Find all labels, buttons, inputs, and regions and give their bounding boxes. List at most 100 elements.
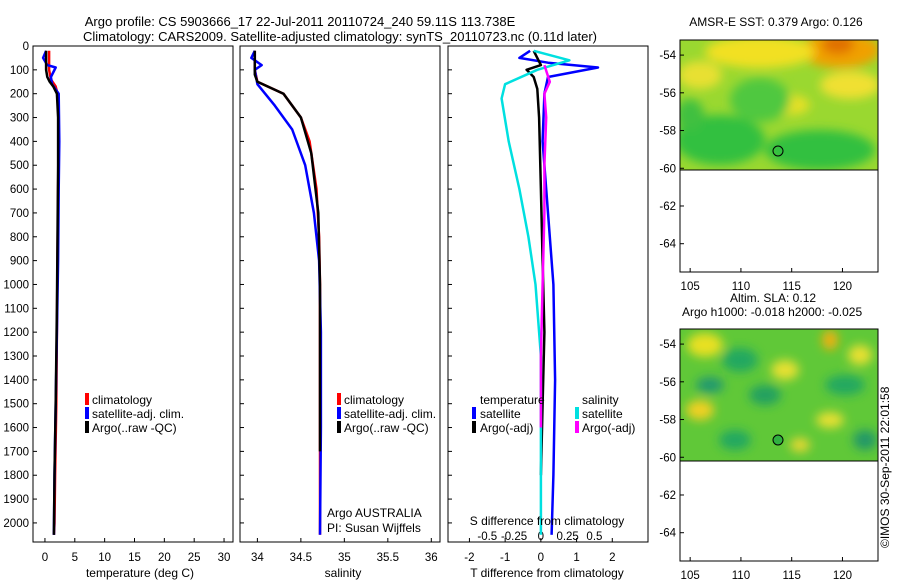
y-tick-label: 500 (10, 160, 29, 172)
series-line-t-satellite (518, 49, 600, 535)
sla-map-title-line2: Argo h1000: -0.018 h2000: -0.025 (682, 305, 862, 319)
temperature-x-label: temperature (deg C) (86, 566, 194, 580)
map-x-tick-label: 115 (783, 281, 801, 293)
legend-swatch-climatology (337, 393, 341, 405)
sla-dark-green-blob (825, 375, 865, 395)
legend-swatch-argo (337, 421, 341, 433)
sla-map-title-line1: Altim. SLA: 0.12 (730, 291, 816, 305)
legend-label-s-argo: Argo(-adj) (582, 421, 635, 435)
x-tick-label: 34.5 (290, 552, 312, 564)
pi-annotation: PI: Susan Wijffels (327, 521, 421, 535)
sst-green-blob (765, 130, 875, 170)
sla-dark-green-blob (853, 430, 877, 450)
legend-swatch-t-satellite (472, 407, 476, 419)
series-line-argo-raw-qc (44, 50, 60, 535)
difference-panel: -2 -1 0 1 2 -0.5 -0.25 0 0.25 0.5 S difference fr… (447, 45, 649, 580)
map-y-tick-label: -62 (659, 201, 676, 213)
map-x-tick-label: 120 (833, 281, 852, 293)
s-difference-label: S difference from climatology (470, 514, 625, 528)
x-tick-label: 25 (188, 552, 201, 564)
sla-map-axes: 105 110 115 120 -54 -56 -58 -60 -62 -64 (659, 339, 852, 580)
map-x-tick-label: 105 (681, 281, 700, 293)
y-tick-label: 900 (10, 256, 29, 268)
map-y-tick-label: -58 (659, 126, 676, 138)
map-y-tick-label: -56 (659, 377, 676, 389)
legend-swatch-satellite (85, 407, 89, 419)
legend-label-t-satellite: satellite (480, 407, 521, 421)
salinity-legend: climatology satellite-adj. clim. Argo(..… (337, 393, 436, 435)
legend-swatch-satellite (337, 407, 341, 419)
y-tick-label: 1000 (3, 279, 29, 291)
sla-no-data (680, 461, 878, 561)
x-tick-label: 2 (609, 552, 615, 564)
legend-label-argo: Argo(..raw -QC) (344, 421, 429, 435)
s-tick-label: -0.25 (501, 531, 527, 543)
sla-yellow-blob (816, 412, 844, 428)
sla-yellow-blob (771, 360, 799, 380)
sst-heatmap (680, 40, 878, 272)
y-tick-label: 400 (10, 136, 29, 148)
x-tick-label: 35.5 (377, 552, 399, 564)
map-x-tick-label: 120 (833, 570, 852, 580)
legend-label-t-argo: Argo(-adj) (480, 421, 533, 435)
sla-map-frame (679, 328, 879, 562)
difference-legend: temperature salinity satellite Argo(-adj… (472, 393, 635, 435)
sla-dark-green-blob (696, 377, 724, 393)
sla-yellow-blob (686, 400, 714, 420)
y-tick-label: 1500 (3, 399, 29, 411)
map-x-tick-label: 105 (681, 570, 700, 580)
y-tick-label: 1600 (3, 423, 29, 435)
sst-yellow-blob (820, 71, 878, 99)
legend-swatch-climatology (85, 393, 89, 405)
sla-orange-blob (822, 330, 838, 350)
series-line-s-argo-adj (539, 64, 552, 428)
legend-title-salinity: salinity (582, 393, 619, 407)
y-tick-label: 1400 (3, 375, 29, 387)
figure-title-line1: Argo profile: CS 5903666_17 22-Jul-2011 … (85, 14, 516, 29)
sla-dark-green-blob (722, 348, 758, 372)
map-y-tick-label: -60 (659, 163, 676, 175)
legend-swatch-s-argo (575, 421, 579, 433)
sst-no-data (680, 170, 878, 272)
sst-argo-marker (772, 145, 784, 157)
map-y-tick-label: -62 (659, 490, 676, 502)
legend-label-argo: Argo(..raw -QC) (92, 421, 177, 435)
sst-heatmap-blobs (680, 40, 878, 170)
map-x-tick-label: 115 (783, 570, 801, 580)
sst-map-axes: 105 110 115 120 -54 -56 -58 -60 -62 -64 (659, 50, 852, 293)
x-tick-label: 10 (98, 552, 111, 564)
difference-series (500, 49, 600, 535)
x-tick-label: 15 (128, 552, 141, 564)
salinity-x-label: salinity (325, 566, 362, 580)
x-tick-label: 35 (338, 552, 351, 564)
map-y-tick-label: -56 (659, 88, 676, 100)
x-tick-label: 0 (42, 552, 48, 564)
sla-dark-green-blob (749, 385, 781, 405)
map-x-tick-label: 110 (732, 281, 750, 293)
sla-heatmap-blobs (686, 330, 877, 452)
x-tick-label: 34 (251, 552, 264, 564)
legend-label-climatology: climatology (92, 393, 152, 407)
y-tick-label: 700 (10, 208, 29, 220)
sst-green-blob (680, 115, 765, 165)
sla-yellow-blob (790, 438, 810, 452)
legend-label-s-satellite: satellite (582, 407, 623, 421)
y-tick-label: 1900 (3, 494, 29, 506)
y-tick-label: 1100 (4, 303, 29, 315)
sst-map-panel: AMSR-E SST: 0.379 Argo: 0.126 105 110 115 1… (659, 15, 879, 293)
x-tick-label: -2 (464, 552, 474, 564)
salinity-panel: 34 34.5 35 35.5 36 salinity climatology sate… (239, 45, 441, 580)
x-tick-label: 5 (72, 552, 78, 564)
sst-map-frame (679, 39, 879, 273)
legend-swatch-s-satellite (575, 407, 579, 419)
figure-title-line2: Climatology: CARS2009. Satellite-adjuste… (83, 29, 597, 44)
credit-stamp: ©IMOS 30-Sep-2011 22:01:58 (878, 386, 892, 548)
sst-yellow-blob (680, 61, 722, 89)
depth-axis: 0 100 200 300 400 500 600 700 800 900 1000 1100 1200… (3, 41, 37, 530)
map-y-tick-label: -54 (659, 339, 676, 351)
salinity-x-axis: 34 34.5 35 35.5 36 (251, 538, 438, 564)
difference-depth-ticks (448, 45, 452, 524)
sla-yellow-blob (848, 345, 872, 365)
y-tick-label: 1200 (3, 327, 29, 339)
